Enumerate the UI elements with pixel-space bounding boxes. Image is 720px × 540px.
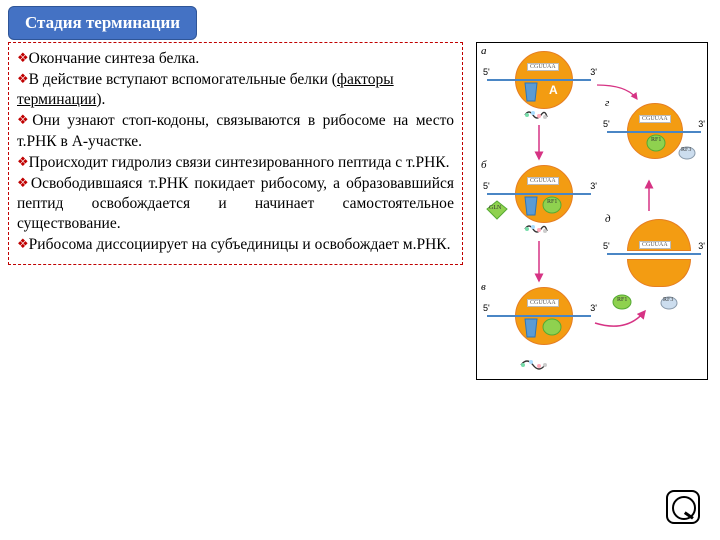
three-prime: 3' — [698, 241, 705, 251]
panel-label: в — [481, 281, 486, 293]
bullet-6: ❖Рибосома диссоциирует на субъединицы и … — [17, 235, 454, 255]
content-box: ❖Окончание синтеза белка. ❖В действие вс… — [8, 42, 463, 265]
rf-icon — [645, 133, 667, 153]
peptide-icon — [523, 221, 549, 239]
five-prime: 5' — [483, 303, 490, 313]
codon: CGUUAA — [527, 63, 559, 71]
three-prime: 3' — [590, 181, 597, 191]
peptide-free-icon — [519, 355, 549, 375]
peptide-icon — [523, 107, 549, 125]
five-prime: 5' — [603, 119, 610, 129]
rf-icon — [541, 195, 563, 215]
three-prime: 3' — [698, 119, 705, 129]
bullet-icon: ❖ — [17, 175, 31, 190]
bullet-4: ❖Происходит гидролиз связи синтезированн… — [17, 153, 454, 173]
trna-icon — [521, 195, 541, 219]
ribosome-small-subunit — [627, 259, 691, 287]
panel-v: в 5' 3' CGUUAA P — [479, 281, 599, 377]
panel-label: д — [605, 213, 611, 225]
bullet-icon: ❖ — [17, 50, 29, 65]
title-text: Стадия терминации — [25, 13, 180, 32]
rf3-label: RF3 — [681, 147, 691, 153]
panel-a: а 5' 3' CGUUAA P A — [479, 45, 599, 123]
five-prime: 5' — [483, 67, 490, 77]
nav-icon[interactable] — [666, 490, 700, 524]
rf3-free-label: RF3 — [663, 297, 673, 303]
codon: CGUUAA — [639, 241, 671, 249]
title-badge: Стадия терминации — [8, 6, 197, 40]
mrna-line — [607, 253, 701, 255]
trna-icon — [521, 81, 541, 105]
panel-label: г — [605, 97, 609, 109]
bullet-icon: ❖ — [17, 112, 32, 127]
bullet-icon: ❖ — [17, 236, 29, 251]
panel-label: а — [481, 45, 487, 57]
trna-icon — [521, 317, 541, 341]
rf-label: RF1 — [547, 199, 557, 205]
bullet-1: ❖Окончание синтеза белка. — [17, 49, 454, 69]
bullet-3: ❖Они узнают стоп-кодоны, связываются в р… — [17, 111, 454, 151]
three-prime: 3' — [590, 303, 597, 313]
bullet-icon: ❖ — [17, 71, 29, 86]
bullet-2: ❖В действие вступают вспомогательные бел… — [17, 70, 454, 110]
panel-d: д 5' 3' CGUUAA RF1 RF3 — [605, 213, 705, 323]
five-prime: 5' — [483, 181, 490, 191]
panel-g: г 5' 3' CGUUAA RF1 RF3 — [605, 97, 705, 175]
bullet-icon: ❖ — [17, 154, 29, 169]
codon: CGUUAA — [639, 115, 671, 123]
a-site: A — [549, 83, 558, 97]
rf-free-label: RF1 — [617, 297, 627, 303]
codon: CGUUAA — [527, 177, 559, 185]
panel-b: б 5' 3' CGUUAA RF1 GLN — [479, 159, 599, 237]
bullet-5: ❖Освободившаяся т.РНК покидает рибосому,… — [17, 174, 454, 234]
codon: CGUUAA — [527, 299, 559, 307]
three-prime: 3' — [590, 67, 597, 77]
rf-icon — [541, 317, 563, 337]
panel-label: б — [481, 159, 487, 171]
termination-diagram: а 5' 3' CGUUAA P A б 5' 3' CGUUAA RF1 GL… — [476, 42, 708, 380]
rf-label: RF1 — [651, 137, 661, 143]
gln-label: GLN — [489, 205, 501, 211]
five-prime: 5' — [603, 241, 610, 251]
